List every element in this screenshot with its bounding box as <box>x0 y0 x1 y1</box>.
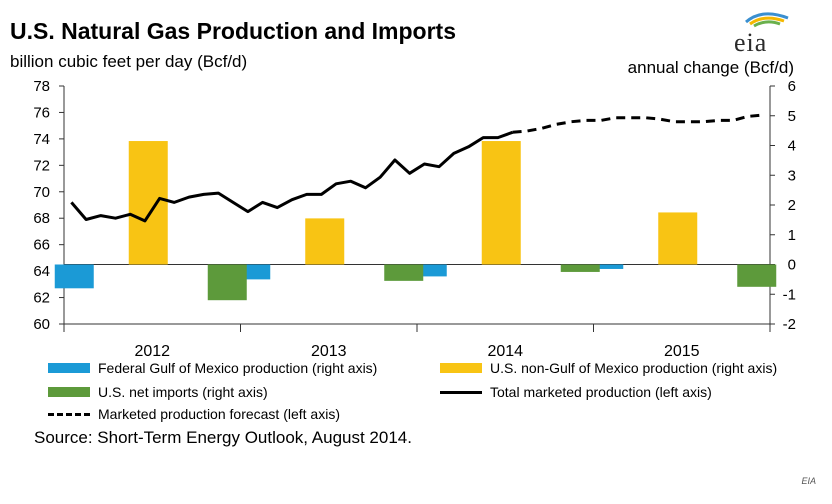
legend-label-total-production: Total marketed production (left axis) <box>490 384 712 400</box>
left-axis-tick-label: 62 <box>33 290 50 307</box>
legend-item-federal-gom: Federal Gulf of Mexico production (right… <box>48 360 377 376</box>
chart-legend: Federal Gulf of Mexico production (right… <box>48 358 788 424</box>
right-axis-tick-label: 1 <box>788 227 796 244</box>
legend-swatch-net-imports <box>48 387 90 397</box>
legend-label-non-gom: U.S. non-Gulf of Mexico production (righ… <box>490 360 778 376</box>
right-axis-unit-label: annual change (Bcf/d) <box>627 58 794 77</box>
bar-net-imports <box>384 264 424 281</box>
bar-net-imports <box>207 264 247 301</box>
legend-label-net-imports: U.S. net imports (right axis) <box>98 384 268 400</box>
x-axis-category-label: 2013 <box>311 343 347 360</box>
legend-swatch-federal-gom <box>48 363 90 373</box>
x-axis-category-label: 2015 <box>664 343 700 360</box>
legend-dashed-line-marker <box>48 412 90 416</box>
eia-logo-text: eia <box>734 28 768 57</box>
eia-logo-swoosh-icon <box>745 12 789 28</box>
bar-non-gom <box>305 218 345 265</box>
line-marketed-production-forecast <box>512 113 763 134</box>
left-axis-tick-label: 74 <box>33 131 50 148</box>
credit-label: EIA <box>801 476 816 486</box>
legend-label-federal-gom: Federal Gulf of Mexico production (right… <box>98 360 378 376</box>
left-axis-tick-label: 72 <box>33 157 50 174</box>
line-total-marketed-production <box>70 130 514 223</box>
right-axis-tick-label: 4 <box>788 138 796 155</box>
x-axis-category-label: 2014 <box>487 343 523 360</box>
bar-federal-gom <box>54 264 94 289</box>
left-axis-tick-label: 64 <box>33 263 50 280</box>
chart-title: U.S. Natural Gas Production and Imports <box>10 18 457 44</box>
bar-net-imports <box>560 264 600 272</box>
legend-item-total-production: Total marketed production (left axis) <box>440 384 712 400</box>
bar-non-gom <box>481 141 521 265</box>
source-note: Source: Short-Term Energy Outlook, Augus… <box>34 428 412 447</box>
right-axis-tick-label: 2 <box>788 197 796 214</box>
legend-item-net-imports: U.S. net imports (right axis) <box>48 384 268 400</box>
bar-non-gom <box>658 212 698 265</box>
bar-net-imports <box>737 264 777 287</box>
left-axis-tick-label: 78 <box>33 78 50 95</box>
legend-item-forecast: Marketed production forecast (left axis) <box>48 406 340 422</box>
right-axis-tick-label: 3 <box>788 167 796 184</box>
right-axis-tick-label: 5 <box>788 108 796 125</box>
right-axis-tick-label: -2 <box>783 316 796 333</box>
right-axis-tick-label: 0 <box>788 257 796 274</box>
x-axis-category-label: 2012 <box>134 343 170 360</box>
bar-federal-gom <box>407 264 447 277</box>
bar-non-gom <box>128 141 168 265</box>
legend-swatch-non-gom <box>440 363 482 373</box>
left-axis-tick-label: 70 <box>33 184 50 201</box>
legend-solid-line-marker <box>440 390 482 394</box>
bar-federal-gom <box>584 264 624 269</box>
left-axis-unit-label: billion cubic feet per day (Bcf/d) <box>10 52 248 71</box>
chart-plot-area: 60 62 64 66 68 70 72 74 76 78 -2 -1 0 1 2 3 4 5 6 2012 2013 2… <box>33 78 796 360</box>
left-axis-tick-label: 66 <box>33 237 50 254</box>
left-axis-tick-label: 76 <box>33 104 50 121</box>
left-axis-tick-label: 68 <box>33 210 50 227</box>
legend-item-non-gom: U.S. non-Gulf of Mexico production (righ… <box>440 360 777 376</box>
right-axis-tick-label: -1 <box>783 286 796 303</box>
eia-logo: eia <box>728 10 798 57</box>
legend-label-forecast: Marketed production forecast (left axis) <box>98 406 340 422</box>
right-axis-tick-label: 6 <box>788 78 796 95</box>
left-axis-tick-label: 60 <box>33 316 50 333</box>
